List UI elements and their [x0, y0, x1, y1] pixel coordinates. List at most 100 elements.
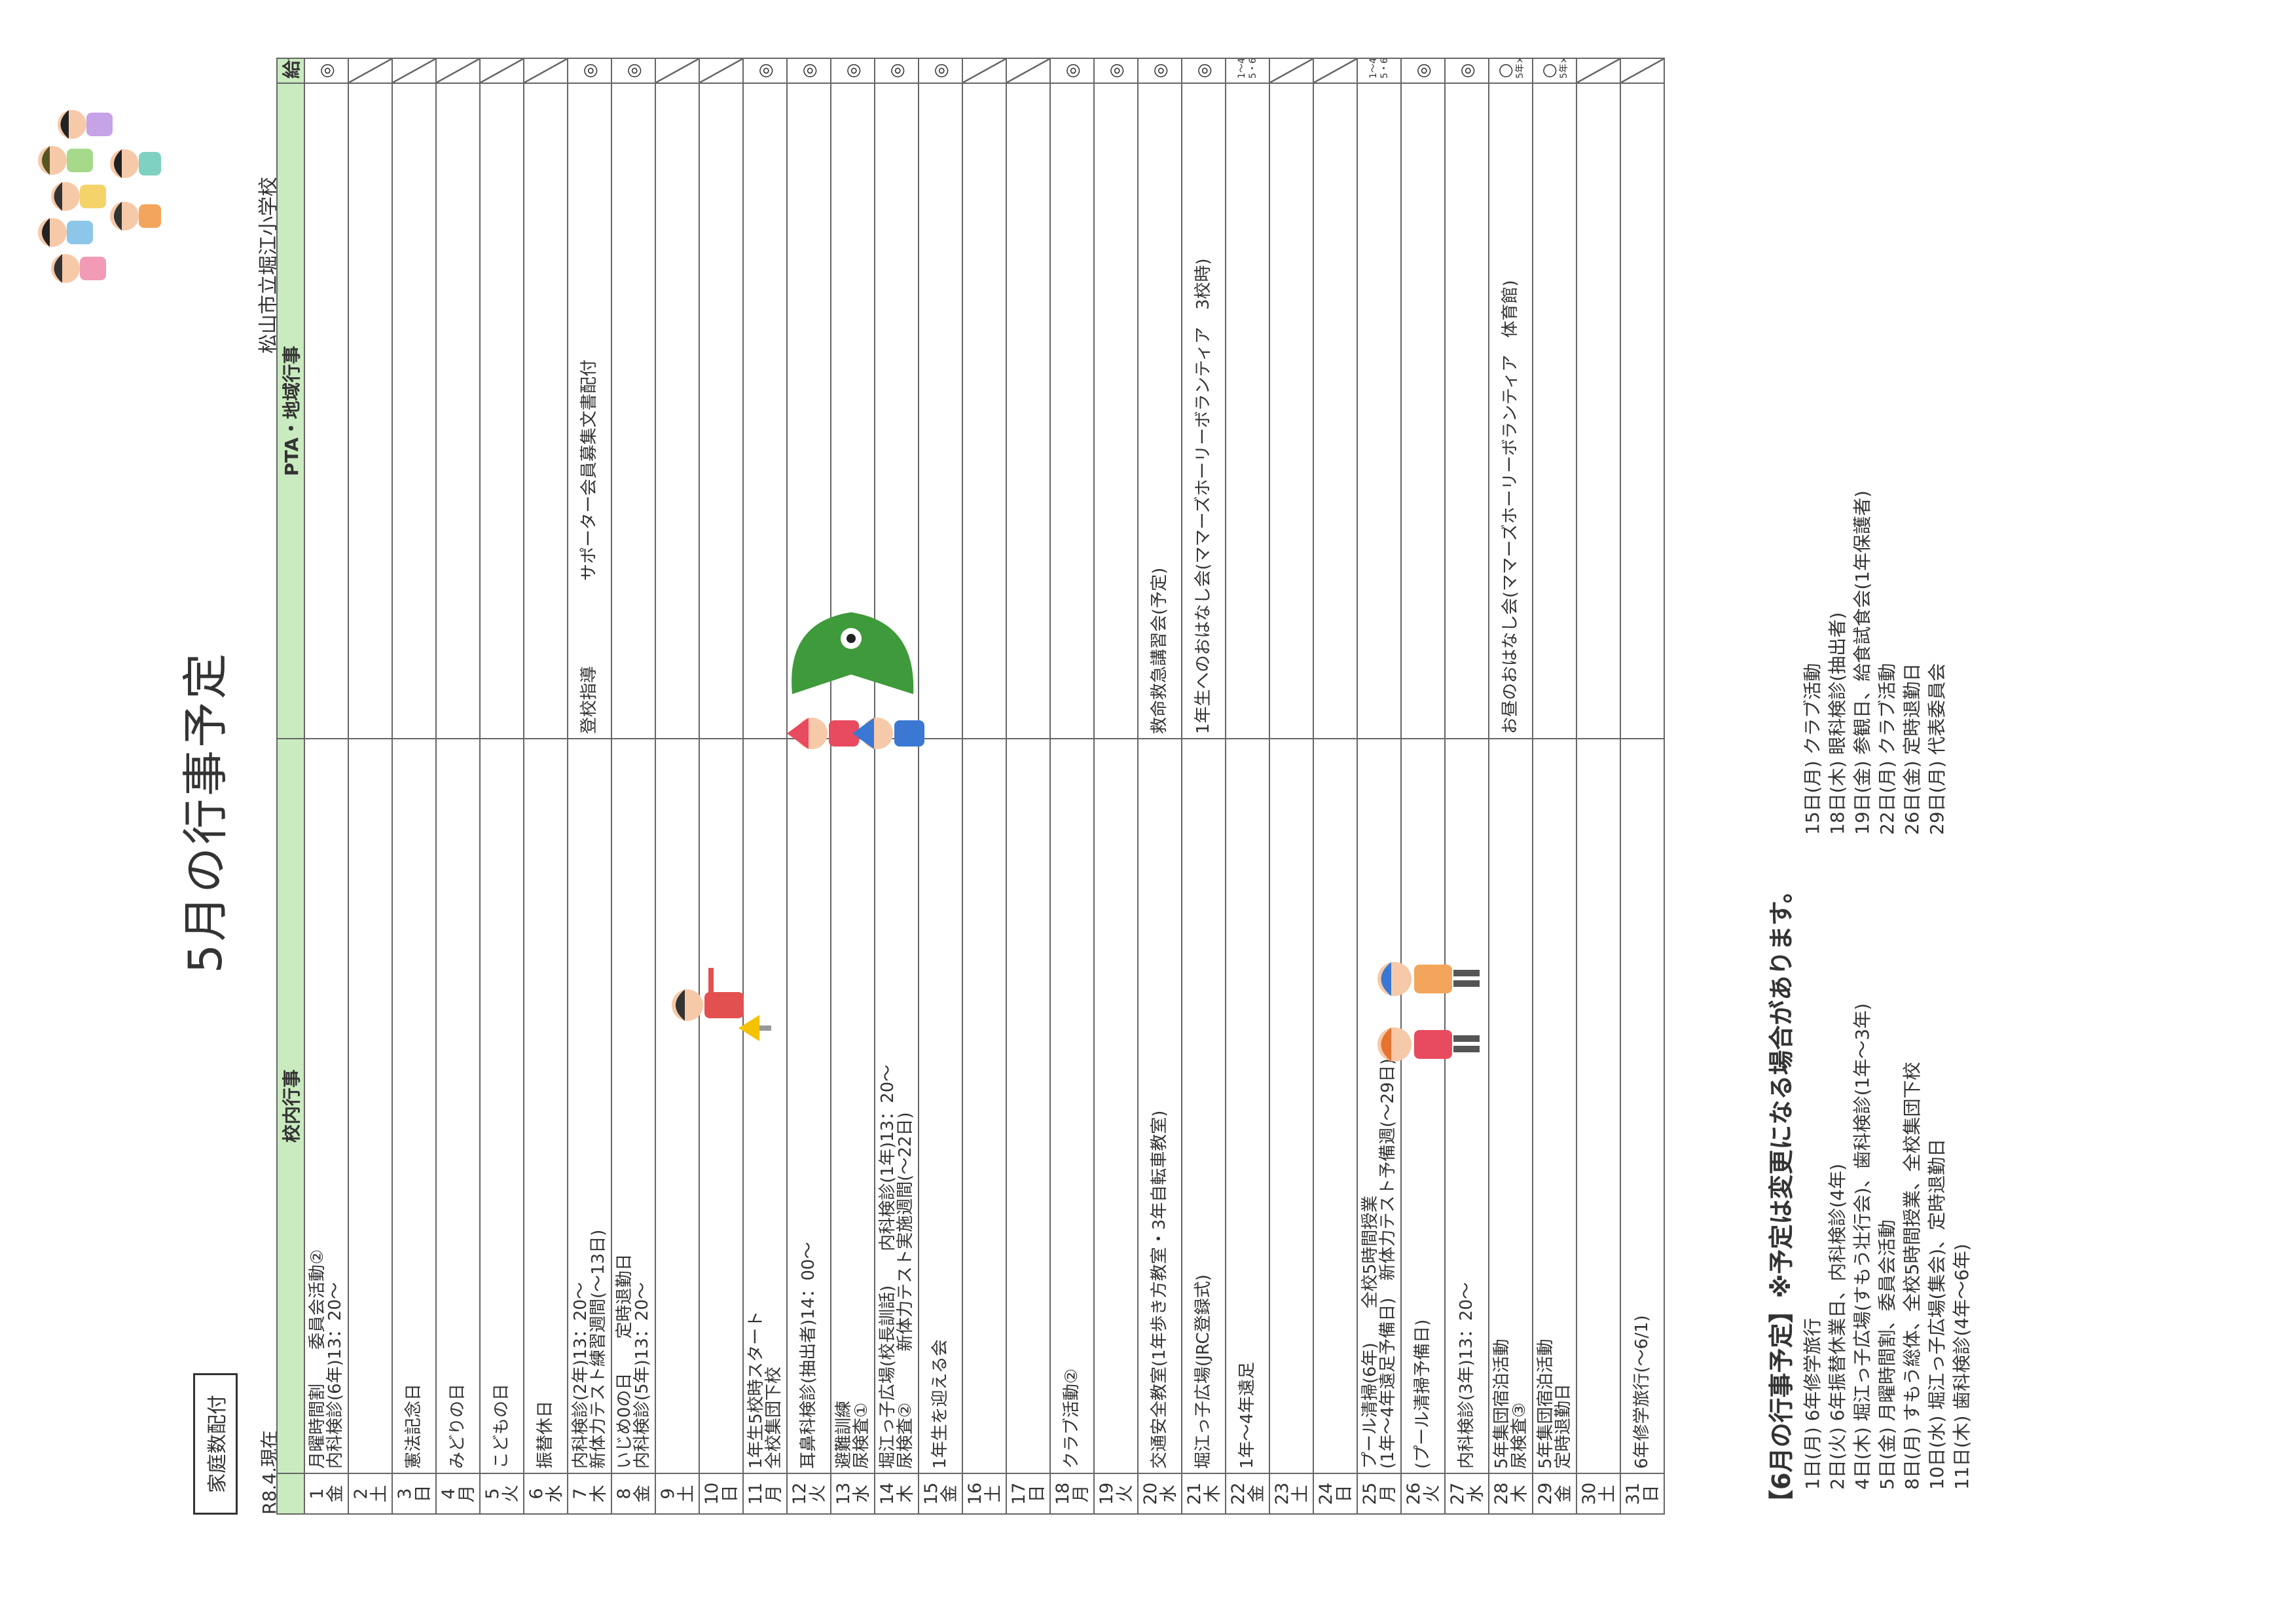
- day-number: 18: [1052, 1482, 1073, 1505]
- day-number: 1: [306, 1488, 327, 1500]
- school-event-cell: プール清掃(6年) 全校5時間授業 (1年～4年遠足予備日) 新体力テスト予備週…: [1357, 739, 1401, 1473]
- weekday: 日: [1027, 1485, 1048, 1503]
- pta-event-cell: [1401, 83, 1445, 739]
- schedule-row: 8 金いじめ0の日 定時退勤日 内科検診(5年)13：20～ ◎: [611, 58, 655, 1514]
- schedule-row: 15 金 1年生を迎える会 ◎: [919, 58, 962, 1514]
- day-number: 7: [570, 1488, 591, 1500]
- schedule-row: 7 木内科検診(2年)13：20～ 新体力テスト練習週間(～13日) 登校指導 サポ…: [568, 58, 611, 1514]
- lunch-cell: ◎: [919, 58, 962, 83]
- lunch-cell: ◎: [743, 58, 787, 83]
- weekday: 月: [763, 1485, 784, 1503]
- school-event-cell: 堀江っ子広場(校長訓話) 内科検診(1年)13：20～ 尿検査② 新体力テスト実…: [875, 739, 919, 1473]
- pta-event-cell: 登校指導 サポーター会員募集文書配付: [568, 83, 611, 739]
- lunch-note: 5年×: [1515, 58, 1525, 79]
- lunch-cell: ◎: [1182, 58, 1226, 83]
- day-number: 19: [1096, 1482, 1117, 1505]
- schedule-row: 18 月クラブ活動② ◎: [1050, 58, 1094, 1514]
- schedule-row: 12 火耳鼻科検診(抽出者)14：00～ ◎: [787, 58, 831, 1514]
- lunch-mark: ◎: [579, 63, 600, 79]
- weekday: 土: [1597, 1485, 1618, 1503]
- date-cell: 18 月: [1050, 1473, 1094, 1514]
- pta-event-cell: [1050, 83, 1094, 739]
- date-cell: 25 月: [1357, 1473, 1401, 1514]
- school-event-cell: [962, 739, 1006, 1473]
- lunch-cell: 1～4年× 5・6年○: [1226, 58, 1269, 83]
- lunch-cell-none: [962, 58, 1006, 83]
- school-event-cell: クラブ活動②: [1050, 739, 1094, 1473]
- weekday: 金: [1246, 1485, 1267, 1503]
- date-cell: 24 日: [1313, 1473, 1357, 1514]
- day-number: 5: [482, 1488, 503, 1500]
- pta-events-header: PTA・地域行事: [277, 83, 304, 739]
- lunch-mark: ◎: [1194, 63, 1214, 79]
- school-event-cell: 避難訓練 尿検査①: [831, 739, 875, 1473]
- children-pair-illustration: [1377, 962, 1480, 1061]
- weekday: 水: [1465, 1485, 1486, 1503]
- date-cell: 16 土: [962, 1473, 1006, 1514]
- school-events-header: 校内行事: [277, 739, 304, 1473]
- school-event-cell: 1年～4年遠足: [1226, 739, 1269, 1473]
- lunch-cell-none: [524, 58, 568, 83]
- day-number: 29: [1535, 1482, 1556, 1505]
- lunch-cell: ○ 5年×: [1533, 58, 1576, 83]
- schedule-row: 5 火こどもの日: [480, 58, 524, 1514]
- lunch-cell-none: [699, 58, 743, 83]
- lunch-mark: ◎: [316, 63, 337, 79]
- school-event-cell: [699, 739, 743, 1473]
- weekday: 火: [807, 1485, 828, 1503]
- date-cell: 19 火: [1094, 1473, 1138, 1514]
- lunch-cell-none: [392, 58, 436, 83]
- lunch-cell-none: [1313, 58, 1357, 83]
- lunch-mark: ○: [1539, 63, 1559, 79]
- lunch-cell: ◎: [1138, 58, 1182, 83]
- lunch-cell: ◎: [831, 58, 875, 83]
- weekday: 月: [1377, 1485, 1398, 1503]
- day-number: 23: [1271, 1482, 1292, 1505]
- day-number: 26: [1403, 1482, 1424, 1505]
- pta-event-cell: [1313, 83, 1357, 739]
- school-event-cell: 5年集団宿泊活動 尿検査③: [1489, 739, 1533, 1473]
- pta-event-cell: [962, 83, 1006, 739]
- lunch-mark: ◎: [930, 63, 951, 79]
- weekday: 金: [1553, 1485, 1574, 1503]
- date-cell: 31 日: [1620, 1473, 1664, 1514]
- lunch-cell-none: [1576, 58, 1620, 83]
- school-event-cell: [1269, 739, 1313, 1473]
- date-cell: 29 金: [1533, 1473, 1576, 1514]
- lunch-cell-none: [436, 58, 480, 83]
- schedule-row: 21 木堀江っ子広場(JRC登録式) 1年生へのおはなし会(ママーズホーリーボランテ…: [1182, 58, 1226, 1514]
- date-cell: 13 水: [831, 1473, 875, 1514]
- school-event-cell: [655, 739, 699, 1473]
- weekday: 水: [544, 1485, 565, 1503]
- pta-event-cell: [348, 83, 392, 739]
- june-schedule-right: 15日(月) クラブ活動 18日(木) 眼科検診(抽出者) 19日(金) 参観日…: [1802, 490, 1948, 835]
- schedule-table: 校内行事 PTA・地域行事 給食 1 金月曜時間割 委員会活動② 内科検診(6年)…: [276, 58, 1665, 1515]
- child-figure: [38, 110, 161, 283]
- day-number: 22: [1228, 1482, 1248, 1505]
- date-cell: 21 木: [1182, 1473, 1226, 1514]
- lunch-cell: ◎: [787, 58, 831, 83]
- school-event-cell: 内科検診(3年)13：20～: [1445, 739, 1489, 1473]
- day-number: 16: [964, 1482, 985, 1505]
- school-event-cell: いじめ0の日 定時退勤日 内科検診(5年)13：20～: [611, 739, 655, 1473]
- day-number: 15: [920, 1482, 941, 1505]
- day-number: 27: [1447, 1482, 1468, 1505]
- date-cell: 23 土: [1269, 1473, 1313, 1514]
- lunch-mark: ◎: [1062, 63, 1082, 79]
- lunch-cell-none: [480, 58, 524, 83]
- school-event-cell: 交通安全教室(1年歩き方教室・3年自転車教室): [1138, 739, 1182, 1473]
- lunch-cell: ◎: [875, 58, 919, 83]
- lunch-mark: ◎: [623, 63, 644, 79]
- schedule-row: 13 水避難訓練 尿検査① ◎: [831, 58, 875, 1514]
- lunch-cell: ◎: [1401, 58, 1445, 83]
- weekday: 木: [895, 1485, 916, 1503]
- weekday: 金: [325, 1485, 346, 1503]
- schedule-row: 20 水交通安全教室(1年歩き方教室・3年自転車教室) 救命救急講習会(予定) ◎: [1138, 58, 1182, 1514]
- lunch-cell: ◎: [304, 58, 348, 83]
- school-event-cell: 耳鼻科検診(抽出者)14：00～: [787, 739, 831, 1473]
- day-number: 3: [394, 1488, 415, 1500]
- lunch-mark: ◎: [1150, 63, 1170, 79]
- pta-event-cell: [655, 83, 699, 739]
- lunch-note: 1～4年× 5・6年○: [1236, 58, 1258, 79]
- weekday: 土: [983, 1485, 1004, 1503]
